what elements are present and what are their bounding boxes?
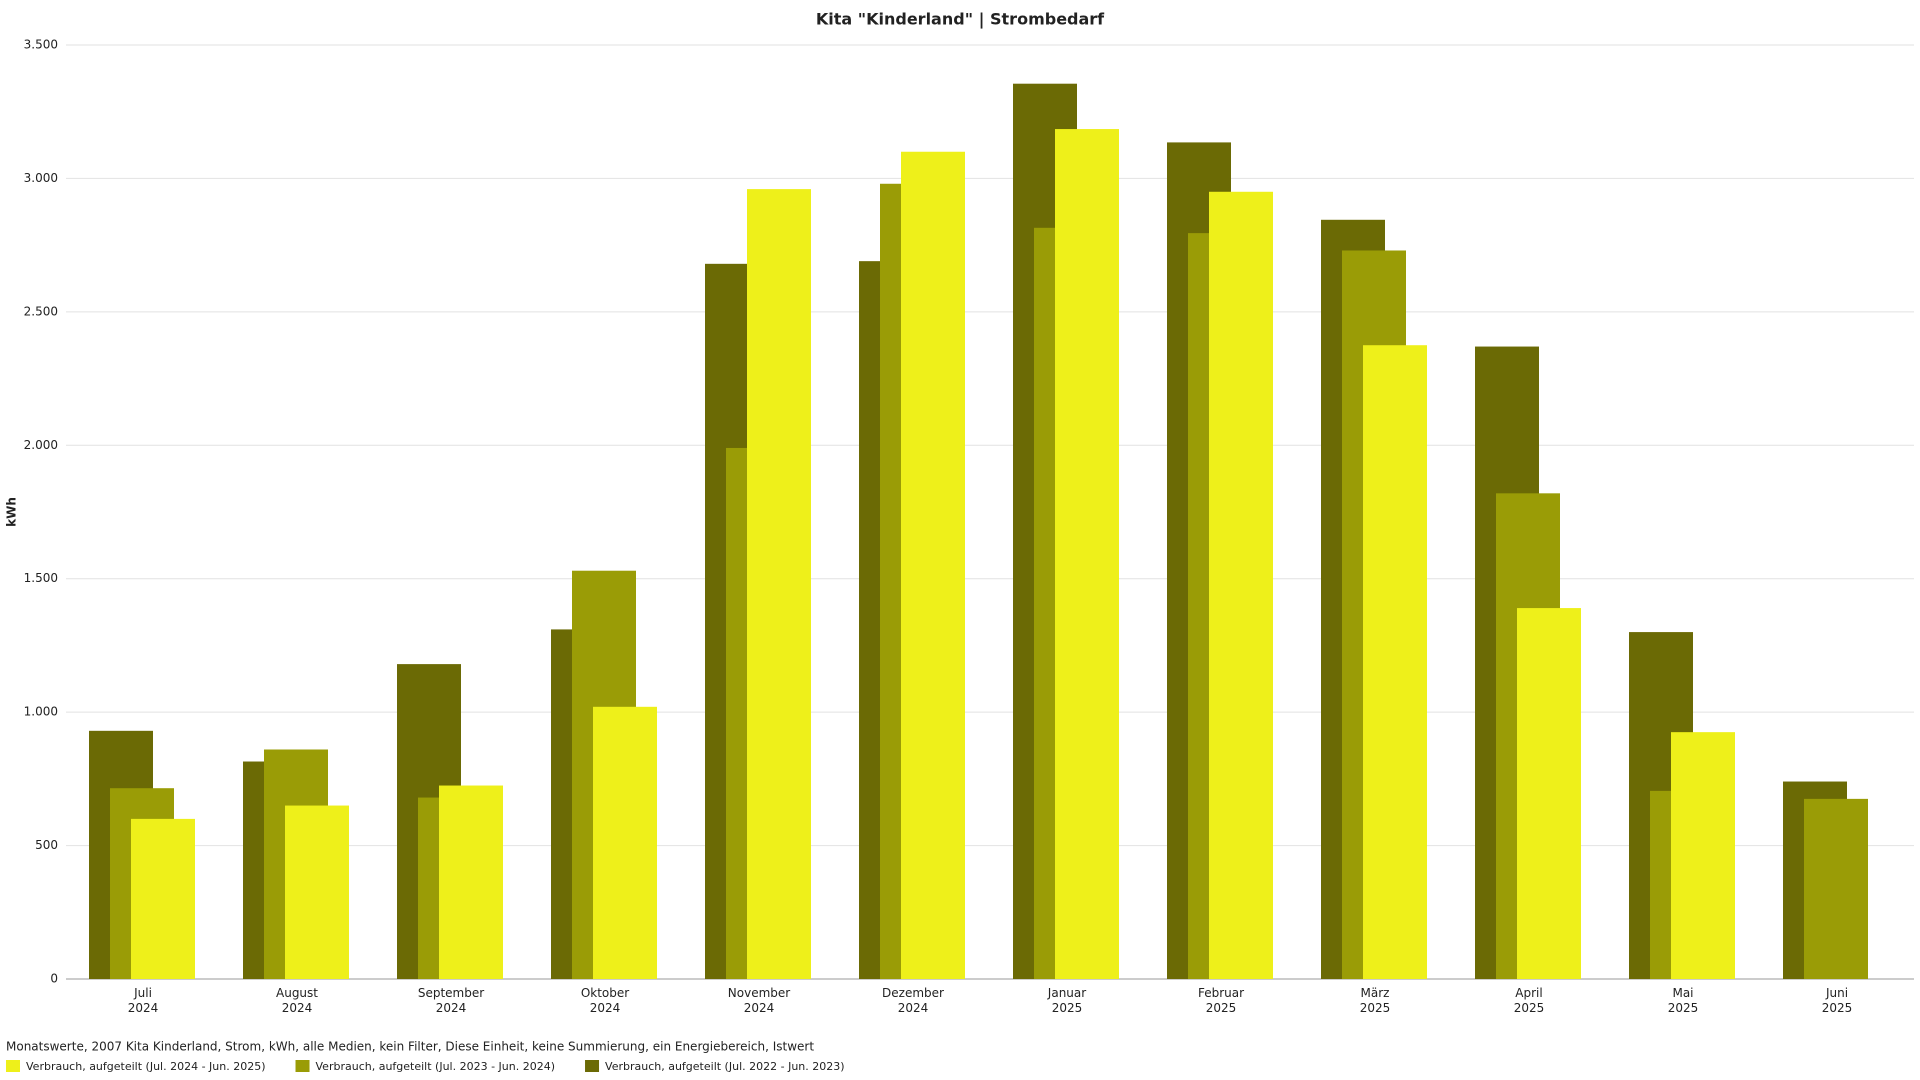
x-tick-label: Juni 2025	[1822, 986, 1853, 1015]
x-tick-label: Dezember 2024	[882, 986, 944, 1015]
bar	[285, 805, 349, 979]
x-tick-label-line: 2024	[590, 1001, 621, 1015]
x-tick-label-line: April	[1515, 986, 1542, 1000]
bar	[1363, 345, 1427, 979]
x-tick-label: Juli 2024	[128, 986, 159, 1015]
x-tick-label-line: Juli	[133, 986, 152, 1000]
bar	[1671, 732, 1735, 979]
x-tick-label-line: Dezember	[882, 986, 944, 1000]
y-tick-label: 0	[50, 972, 58, 986]
x-tick-label-line: Februar	[1198, 986, 1244, 1000]
y-tick-label: 3.500	[24, 38, 58, 52]
x-tick-label-line: 2024	[282, 1001, 313, 1015]
x-tick-label-line: 2025	[1668, 1001, 1699, 1015]
x-tick-label: Januar 2025	[1047, 986, 1086, 1015]
bar	[593, 706, 657, 979]
y-tick-label: 2.000	[24, 438, 58, 452]
legend-label: Verbrauch, aufgeteilt (Jul. 2023 - Jun. …	[316, 1060, 556, 1073]
x-tick-label-line: Oktober	[581, 986, 629, 1000]
x-tick-label-line: September	[418, 986, 484, 1000]
x-tick-label: August 2024	[276, 986, 318, 1015]
x-tick-label: September 2024	[418, 986, 484, 1015]
x-tick-label-line: März	[1361, 986, 1390, 1000]
y-axis-label: kWh	[5, 497, 19, 527]
x-tick-label-line: 2025	[1360, 1001, 1391, 1015]
legend-label: Verbrauch, aufgeteilt (Jul. 2024 - Jun. …	[26, 1060, 266, 1073]
x-tick-label-line: 2025	[1822, 1001, 1853, 1015]
x-tick-label-line: Juni	[1825, 986, 1848, 1000]
y-tick-label: 1.500	[24, 571, 58, 585]
bar	[1209, 191, 1273, 979]
y-tick-label: 3.000	[24, 171, 58, 185]
x-tick-label: Mai 2025	[1668, 986, 1699, 1015]
bar	[1517, 608, 1581, 979]
x-tick-label-line: 2024	[436, 1001, 467, 1015]
y-tick-label: 500	[35, 838, 58, 852]
x-tick-label-line: 2024	[128, 1001, 159, 1015]
bar	[131, 818, 195, 979]
chart-title: Kita "Kinderland" | Strombedarf	[816, 10, 1105, 30]
bar	[439, 785, 503, 979]
x-tick-label-line: 2024	[898, 1001, 929, 1015]
bar	[747, 189, 811, 980]
x-tick-label: Oktober 2024	[581, 986, 629, 1015]
bar	[1804, 798, 1868, 979]
bar	[1055, 129, 1119, 979]
legend-swatch	[295, 1060, 310, 1072]
x-tick-label-line: Mai	[1672, 986, 1693, 1000]
x-tick-label: März 2025	[1360, 986, 1391, 1015]
x-tick-label-line: 2025	[1514, 1001, 1545, 1015]
bar	[901, 151, 965, 979]
legend-swatch	[585, 1060, 600, 1072]
x-tick-label: Februar 2025	[1198, 986, 1244, 1015]
x-tick-label-line: Januar	[1047, 986, 1086, 1000]
x-tick-label-line: 2025	[1206, 1001, 1237, 1015]
chart-note: Monatswerte, 2007 Kita Kinderland, Strom…	[6, 1040, 814, 1054]
legend-swatch	[6, 1060, 20, 1072]
x-tick-label-line: August	[276, 986, 318, 1000]
x-tick-label: April 2025	[1514, 986, 1545, 1015]
legend-label: Verbrauch, aufgeteilt (Jul. 2022 - Jun. …	[605, 1060, 845, 1073]
x-tick-label-line: 2025	[1052, 1001, 1083, 1015]
x-tick-label: November 2024	[728, 986, 790, 1015]
x-tick-label-line: November	[728, 986, 790, 1000]
x-tick-label-line: 2024	[744, 1001, 775, 1015]
y-tick-label: 1.000	[24, 705, 58, 719]
y-tick-label: 2.500	[24, 304, 58, 318]
